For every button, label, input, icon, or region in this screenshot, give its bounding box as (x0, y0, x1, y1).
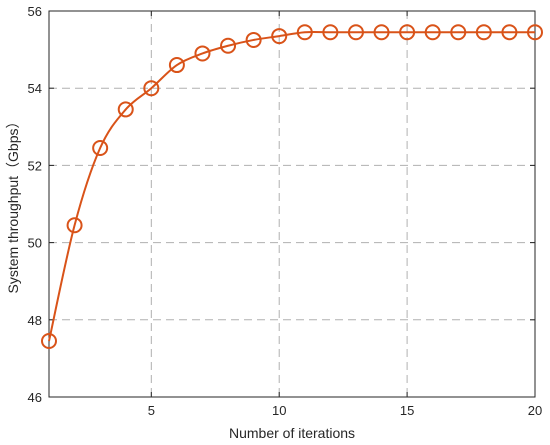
data-point (92, 140, 109, 157)
y-axis-label: System throughput（Gbps） (5, 115, 21, 294)
data-point (450, 24, 467, 41)
y-tick-label: 54 (28, 81, 42, 96)
data-point (322, 24, 339, 41)
y-tick-label: 50 (28, 236, 42, 251)
data-point (347, 24, 364, 41)
data-point (296, 24, 313, 41)
data-point (220, 37, 237, 54)
plot-area (49, 11, 535, 397)
y-tick-label: 46 (28, 390, 42, 405)
y-tick-label: 48 (28, 313, 42, 328)
x-tick-label: 5 (148, 403, 155, 418)
y-tick-label: 56 (28, 4, 42, 19)
axis-ticks: 5 10 15 20 46 48 50 52 54 56 (28, 4, 543, 418)
grid-lines (49, 11, 535, 397)
data-point (424, 24, 441, 41)
data-series (41, 24, 543, 350)
data-point (245, 31, 262, 48)
data-point (271, 28, 288, 45)
data-point (66, 217, 83, 234)
x-tick-label: 15 (400, 403, 414, 418)
data-point (475, 24, 492, 41)
data-point (527, 24, 543, 41)
data-point (373, 24, 390, 41)
x-tick-label: 10 (272, 403, 286, 418)
data-point (501, 24, 518, 41)
data-point (399, 24, 416, 41)
x-axis-label: Number of iterations (229, 425, 355, 441)
plot-frame (48, 10, 536, 398)
data-point (41, 333, 57, 350)
data-point (168, 57, 185, 74)
data-point (143, 80, 160, 97)
y-tick-label: 52 (28, 158, 42, 173)
x-tick-label: 20 (528, 403, 542, 418)
data-point (194, 45, 211, 62)
data-point (117, 101, 134, 118)
